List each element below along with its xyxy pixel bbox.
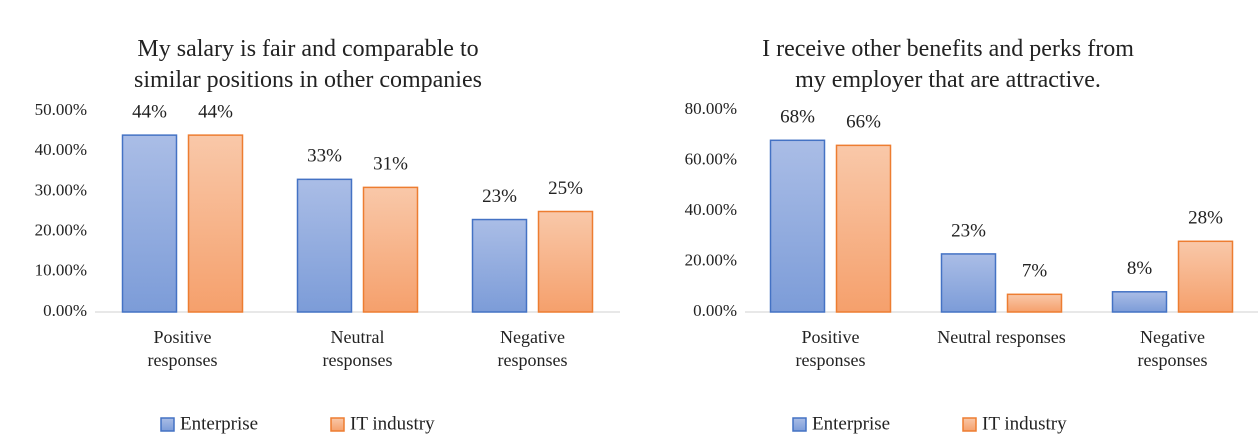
chart: My salary is fair and comparable to simi… (35, 36, 620, 434)
y-tick-label: 80.00% (685, 99, 737, 118)
data-label: 25% (548, 178, 583, 199)
legend-swatch (962, 417, 977, 432)
y-tick-label: 20.00% (35, 221, 87, 240)
x-tick-label-box: Positive responses (795, 327, 866, 371)
y-tick-label: 50.00% (35, 100, 87, 119)
y-tick-label: 0.00% (693, 301, 737, 320)
bar (296, 178, 353, 313)
chart-title: My salary is fair and comparable to simi… (134, 36, 482, 94)
x-tick-label: Positive responses (795, 327, 866, 371)
chart-title-box: My salary is fair and comparable to simi… (134, 36, 482, 94)
y-tick-label: 40.00% (685, 200, 737, 219)
bar (769, 139, 826, 313)
y-tick-label: 40.00% (35, 140, 87, 159)
y-tick-label: 0.00% (43, 301, 87, 320)
data-label: 31% (373, 154, 408, 175)
y-tick-label: 20.00% (685, 250, 737, 269)
legend-label: IT industry (350, 413, 435, 434)
legend-label: Enterprise (812, 413, 890, 434)
y-tick-label: 10.00% (35, 261, 87, 280)
chart-title: I receive other benefits and perks from … (762, 36, 1134, 94)
data-label: 8% (1127, 258, 1153, 279)
bar (1006, 293, 1063, 313)
x-tick-label-box: Neutral responses (937, 327, 1066, 347)
legend-label: Enterprise (180, 413, 258, 434)
data-label: 68% (780, 107, 815, 128)
data-label: 23% (951, 220, 986, 241)
data-label: 44% (132, 101, 167, 122)
bar (362, 186, 419, 313)
x-tick-label-box: Negative responses (497, 327, 568, 371)
chart: I receive other benefits and perks from … (685, 36, 1258, 434)
bar (471, 218, 528, 313)
legend-swatch (160, 417, 175, 432)
bar (940, 253, 997, 313)
chart-title-box: I receive other benefits and perks from … (762, 36, 1134, 94)
x-tick-label-box: Negative responses (1137, 327, 1208, 371)
data-label: 44% (198, 101, 233, 122)
bar (1177, 240, 1234, 313)
legend-swatch (792, 417, 807, 432)
data-label: 23% (482, 186, 517, 207)
x-tick-label: Positive responses (147, 327, 218, 371)
data-label: 28% (1188, 208, 1223, 229)
bar (187, 134, 244, 313)
bar (537, 210, 594, 313)
x-tick-label: Neutral responses (322, 327, 393, 371)
y-tick-label: 60.00% (685, 149, 737, 168)
x-tick-label-box: Neutral responses (322, 327, 393, 371)
legend-label: IT industry (982, 413, 1067, 434)
x-tick-label: Negative responses (497, 327, 568, 371)
x-tick-label: Neutral responses (937, 327, 1066, 347)
data-label: 33% (307, 146, 342, 167)
data-label: 66% (846, 112, 881, 133)
data-label: 7% (1022, 261, 1048, 282)
bar (121, 134, 178, 313)
x-tick-label-box: Positive responses (147, 327, 218, 371)
bar (1111, 291, 1168, 313)
y-tick-label: 30.00% (35, 180, 87, 199)
bar (835, 144, 892, 313)
x-tick-label: Negative responses (1137, 327, 1208, 371)
legend-swatch (330, 417, 345, 432)
